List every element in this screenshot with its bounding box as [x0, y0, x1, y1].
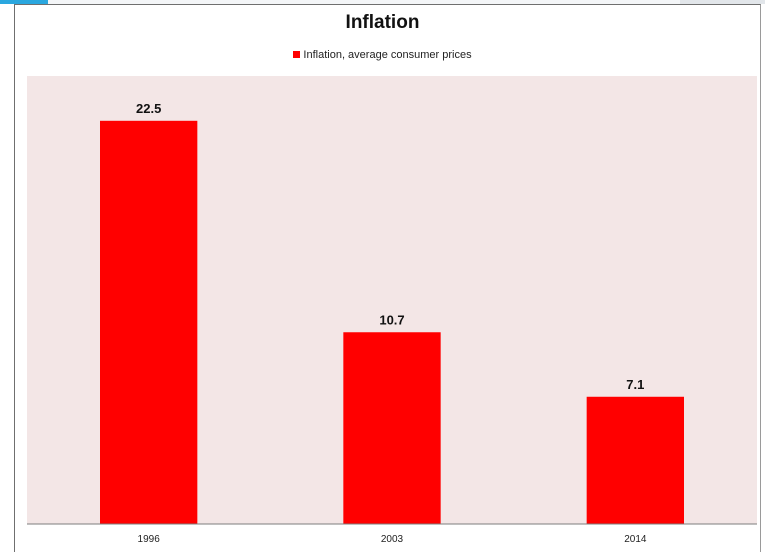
data-label-1996: 22.5 — [136, 101, 161, 116]
data-labels-group: 22.5 10.7 7.1 — [136, 101, 644, 392]
top-right-shading — [680, 0, 765, 4]
bar-2003 — [343, 332, 441, 524]
data-label-2003: 10.7 — [379, 312, 404, 327]
window-top-strip — [0, 0, 765, 4]
legend-swatch — [293, 51, 301, 58]
bar-2014 — [586, 396, 684, 524]
bars-group — [100, 120, 684, 525]
chart-legend: Inflation, average consumer prices — [0, 49, 765, 61]
bar-1996 — [100, 120, 198, 525]
legend-label: Inflation, average consumer prices — [303, 49, 472, 61]
x-tick-label-1996: 1996 — [138, 534, 161, 545]
x-tick-label-2014: 2014 — [624, 534, 647, 545]
x-tick-labels-group: 1996 2003 2014 — [138, 534, 647, 545]
accent-strip — [0, 0, 48, 4]
chart-title: Inflation — [345, 12, 420, 33]
x-tick-label-2003: 2003 — [381, 534, 404, 545]
data-label-2014: 7.1 — [626, 377, 644, 392]
